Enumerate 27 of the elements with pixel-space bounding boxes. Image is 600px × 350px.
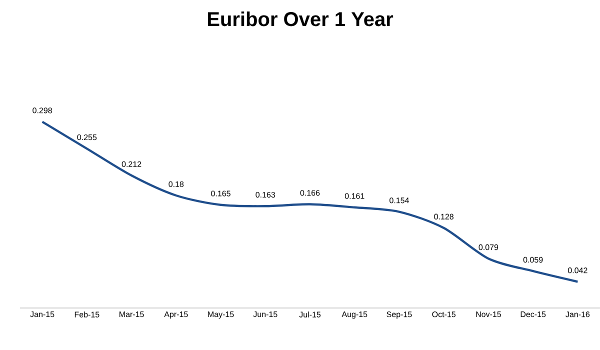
x-tick-label: Feb-15 [74,312,100,318]
data-label: 0.059 [523,256,543,263]
data-label: 0.161 [344,193,364,199]
x-tick-label: Nov-15 [476,312,502,318]
x-tick-label: May-15 [208,312,234,319]
data-label: 0.154 [390,198,410,204]
chart-title: Euribor Over 1 Year [208,12,394,26]
data-label: 0.165 [211,190,230,196]
x-tick-label: Jun-15 [253,312,278,318]
data-label: 0.079 [478,244,498,250]
x-tick-label: Dec-15 [520,312,546,318]
x-tick-label: Jan-16 [566,312,590,318]
x-tick-label: Mar-15 [120,312,144,318]
data-label: 0.042 [568,268,588,274]
data-label: 0.212 [122,161,142,167]
data-label: 0.255 [77,134,97,140]
data-label: 0.298 [32,108,52,114]
x-tick-label: Jan-15 [30,312,54,318]
x-tick-label: Apr-15 [164,312,188,319]
x-tick-label: Oct-15 [432,312,456,318]
data-label: 0.163 [256,192,276,198]
data-label: 0.128 [434,214,454,220]
x-tick-label: Aug-15 [342,312,368,319]
data-label: 0.18 [168,181,184,187]
x-tick-label: Jul-15 [299,312,321,318]
x-tick-label: Sep-15 [386,312,412,319]
data-label: 0.166 [300,190,320,196]
